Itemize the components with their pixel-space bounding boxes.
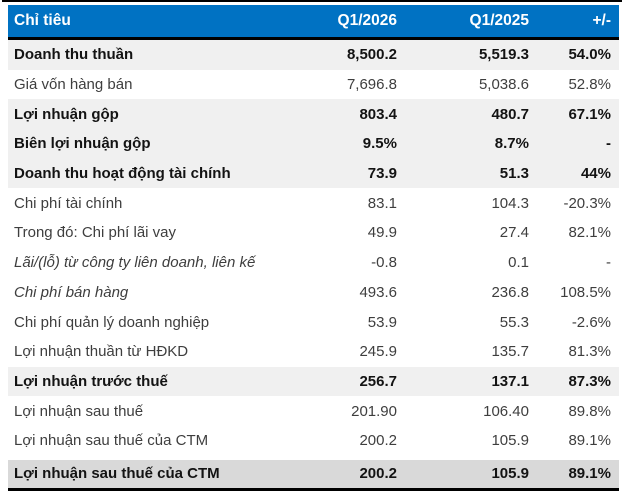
cell-change: -20.3% — [563, 194, 611, 212]
cell-q1-2026: 200.2 — [359, 465, 397, 483]
cell-label: Lợi nhuận gộp — [14, 105, 119, 123]
header-q1-2026: Q1/2026 — [337, 12, 397, 29]
top-rule — [2, 0, 622, 2]
cell-change: 89.1% — [568, 432, 611, 450]
cell-label: Lợi nhuận sau thuế của CTM — [14, 465, 220, 483]
cell-q1-2026: 73.9 — [367, 165, 397, 183]
cell-q1-2026: 53.9 — [367, 313, 397, 331]
cell-q1-2025: 5,038.6 — [478, 76, 529, 94]
cell-label: Chi phí bán hàng — [14, 283, 129, 301]
table-row: Chi phí bán hàng 493.6 236.8 108.5% — [8, 277, 619, 308]
cell-q1-2026: 803.4 — [359, 105, 397, 123]
table-row: Lợi nhuận trước thuế 256.7 137.1 87.3% — [8, 366, 619, 397]
cell-q1-2025: 8.7% — [494, 135, 529, 153]
cell-label: Lợi nhuận sau thuế của CTM — [14, 432, 209, 450]
cell-q1-2026: 83.1 — [367, 194, 397, 212]
cell-change: - — [606, 135, 611, 153]
cell-q1-2025: 480.7 — [491, 105, 529, 123]
cell-q1-2025: 51.3 — [499, 165, 529, 183]
cell-change: 89.8% — [568, 402, 611, 420]
table-row: Biên lợi nhuận gộp 9.5% 8.7% - — [8, 129, 619, 159]
income-statement-table: Chỉ tiêu Q1/2026 Q1/2025 +/- Doanh thu t… — [8, 5, 619, 491]
table-row: Trong đó: Chi phí lãi vay 49.9 27.4 82.1… — [8, 218, 619, 248]
cell-q1-2025: 104.3 — [491, 194, 529, 212]
table-row: Chi phí quản lý doanh nghiệp 53.9 55.3 -… — [8, 307, 619, 337]
cell-label: Doanh thu thuần — [14, 46, 134, 64]
cell-label: Chi phí tài chính — [14, 194, 123, 212]
table-row: Lợi nhuận sau thuế 201.90 106.40 89.8% — [8, 396, 619, 426]
table-row: Doanh thu thuần 8,500.2 5,519.3 54.0% — [8, 40, 619, 70]
table-row: Chi phí tài chính 83.1 104.3 -20.3% — [8, 188, 619, 219]
cell-label: Chi phí quản lý doanh nghiệp — [14, 313, 210, 331]
cell-change: 44% — [580, 165, 611, 183]
cell-label: Biên lợi nhuận gộp — [14, 135, 151, 153]
table-row-total: Lợi nhuận sau thuế của CTM 200.2 105.9 8… — [8, 455, 619, 491]
cell-q1-2025: 105.9 — [491, 465, 529, 483]
cell-q1-2025: 236.8 — [491, 283, 529, 301]
cell-change: -2.6% — [571, 313, 611, 331]
cell-label: Trong đó: Chi phí lãi vay — [14, 224, 177, 242]
cell-change: 67.1% — [568, 105, 611, 123]
cell-q1-2026: 7,696.8 — [346, 76, 397, 94]
cell-q1-2025: 27.4 — [499, 224, 529, 242]
cell-q1-2026: 245.9 — [359, 343, 397, 361]
cell-q1-2026: 201.90 — [351, 402, 397, 420]
cell-q1-2025: 135.7 — [491, 343, 529, 361]
cell-q1-2026: 9.5% — [362, 135, 397, 153]
cell-q1-2025: 105.9 — [491, 432, 529, 450]
cell-label: Lợi nhuận sau thuế — [14, 402, 144, 420]
cell-q1-2025: 137.1 — [491, 372, 529, 390]
cell-change: 81.3% — [568, 343, 611, 361]
cell-q1-2026: 256.7 — [359, 372, 397, 390]
cell-label: Lợi nhuận trước thuế — [14, 372, 168, 390]
cell-q1-2025: 0.1 — [508, 254, 529, 272]
table-header-row: Chỉ tiêu Q1/2026 Q1/2025 +/- — [8, 5, 619, 40]
table-row: Lợi nhuận sau thuế của CTM 200.2 105.9 8… — [8, 425, 619, 456]
cell-change: 54.0% — [568, 46, 611, 64]
header-q1-2025: Q1/2025 — [469, 12, 529, 29]
cell-change: 87.3% — [568, 372, 611, 390]
cell-q1-2026: 49.9 — [367, 224, 397, 242]
cell-q1-2026: 8,500.2 — [346, 46, 397, 64]
cell-label: Lợi nhuận thuần từ HĐKD — [14, 343, 189, 361]
cell-change: - — [606, 254, 611, 272]
cell-q1-2026: 200.2 — [359, 432, 397, 450]
cell-q1-2025: 5,519.3 — [478, 46, 529, 64]
table-row: Doanh thu hoạt động tài chính 73.9 51.3 … — [8, 158, 619, 189]
table-row: Lợi nhuận thuần từ HĐKD 245.9 135.7 81.3… — [8, 336, 619, 367]
header-change: +/- — [592, 12, 611, 29]
cell-q1-2025: 55.3 — [499, 313, 529, 331]
cell-change: 89.1% — [568, 465, 611, 483]
table-row: Lãi/(lỗ) từ công ty liên doanh, liên kế … — [8, 247, 619, 278]
table-row: Lợi nhuận gộp 803.4 480.7 67.1% — [8, 99, 619, 130]
cell-change: 52.8% — [568, 76, 611, 94]
cell-q1-2026: 493.6 — [359, 283, 397, 301]
cell-label: Lãi/(lỗ) từ công ty liên doanh, liên kế — [14, 254, 256, 272]
table-row: Giá vốn hàng bán 7,696.8 5,038.6 52.8% — [8, 69, 619, 100]
header-chi-tieu: Chỉ tiêu — [14, 12, 71, 29]
cell-label: Giá vốn hàng bán — [14, 76, 133, 94]
cell-change: 108.5% — [560, 283, 611, 301]
cell-q1-2025: 106.40 — [483, 402, 529, 420]
cell-label: Doanh thu hoạt động tài chính — [14, 165, 231, 183]
cell-change: 82.1% — [568, 224, 611, 242]
cell-q1-2026: -0.8 — [371, 254, 397, 272]
